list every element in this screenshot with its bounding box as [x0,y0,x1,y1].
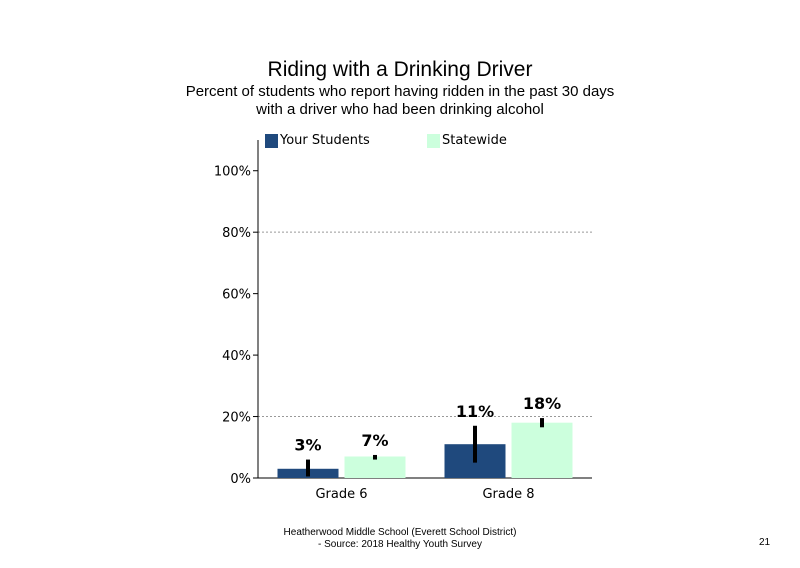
y-tick-label: 20% [222,411,251,426]
y-tick-label: 100% [214,165,251,180]
legend-label-your-students: Your Students [280,133,370,148]
legend-label-statewide: Statewide [442,133,507,148]
subtitle-line-2: with a driver who had been drinking alco… [256,101,544,118]
y-tick-label: 80% [222,226,251,241]
page-number: 21 [759,537,771,548]
chart-legend: Your Students Statewide [265,133,565,153]
data-label: 3% [294,436,321,455]
data-label: 18% [523,394,561,413]
subtitle-line-1: Percent of students who report having ri… [185,83,615,100]
chart-subtitle: Percent of students who report having ri… [0,83,800,119]
legend-item-statewide: Statewide [427,133,507,148]
y-tick-label: 40% [222,349,251,364]
x-category-label: Grade 8 [482,487,534,502]
y-tick-label: 0% [230,472,251,487]
data-label: 11% [456,402,494,421]
bar-statewide-grade-8 [511,422,573,478]
footer-school: Heatherwood Middle School (Everett Schoo… [283,527,517,538]
chart-title: Riding with a Drinking Driver [267,58,533,81]
footer: Heatherwood Middle School (Everett Schoo… [260,527,540,551]
legend-swatch-statewide [427,133,440,148]
footer-source: - Source: 2018 Healthy Youth Survey [318,539,482,550]
legend-item-your-students: Your Students [265,133,370,148]
x-category-label: Grade 6 [315,487,367,502]
legend-swatch-your-students [265,133,278,148]
data-label: 7% [361,431,388,450]
bar-statewide-grade-6 [344,456,406,478]
y-tick-label: 60% [222,288,251,303]
